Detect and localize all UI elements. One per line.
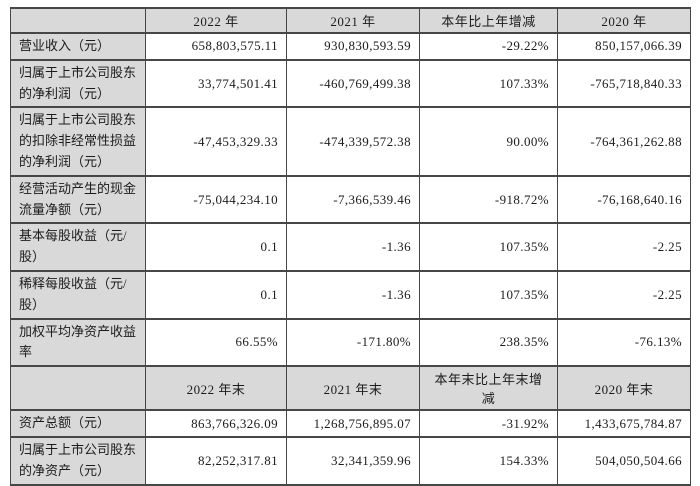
value-2020: -765,718,840.33 — [557, 58, 691, 109]
value-yoy-change: 154.33% — [419, 435, 558, 486]
value-yoy-change: -31.92% — [419, 409, 558, 438]
value-yoy-change: -918.72% — [419, 174, 558, 225]
col-header-2020: 2020 年 — [557, 7, 691, 34]
value-2022: 33,774,501.41 — [145, 58, 287, 109]
table-row-revenue: 营业收入（元） 658,803,575.11 930,830,593.59 -2… — [10, 32, 691, 61]
financial-summary-table: 2022 年 2021 年 本年比上年增减 2020 年 营业收入（元） 658… — [10, 7, 691, 486]
value-2020: 1,433,675,784.87 — [557, 409, 691, 438]
value-2020: -76.13% — [557, 317, 691, 368]
row-label: 归属于上市公司股东的净资产（元） — [10, 435, 146, 486]
value-yoy-change: 90.00% — [419, 106, 558, 177]
value-2022: 0.1 — [145, 269, 287, 320]
row-label: 归属于上市公司股东的净利润（元） — [10, 58, 146, 109]
table-row-total-assets: 资产总额（元） 863,766,326.09 1,268,756,895.07 … — [10, 409, 691, 438]
value-2022: 66.55% — [145, 317, 287, 368]
col-header-2022: 2022 年 — [145, 7, 287, 34]
value-2021: -7,366,539.46 — [286, 174, 420, 225]
value-yoy-change: 107.35% — [419, 269, 558, 320]
value-2022: 863,766,326.09 — [145, 409, 287, 438]
row-label: 稀释每股收益（元/股） — [10, 269, 146, 320]
col-header-yoy-change: 本年比上年增减 — [419, 7, 558, 34]
value-2021: -460,769,499.38 — [286, 58, 420, 109]
value-2021: 1,268,756,895.07 — [286, 409, 420, 438]
row-label: 归属于上市公司股东的扣除非经常性损益的净利润（元） — [10, 106, 146, 177]
value-2021: 32,341,359.96 — [286, 435, 420, 486]
col-header-2021-end: 2021 年末 — [286, 365, 420, 412]
value-2020: 504,050,504.66 — [557, 435, 691, 486]
row-label: 加权平均净资产收益率 — [10, 317, 146, 368]
table-row-net-profit: 归属于上市公司股东的净利润（元） 33,774,501.41 -460,769,… — [10, 58, 691, 109]
value-yoy-change: 238.35% — [419, 317, 558, 368]
table-header-row-annual: 2022 年 2021 年 本年比上年增减 2020 年 — [10, 7, 691, 34]
row-label: 经营活动产生的现金流量净额（元） — [10, 174, 146, 225]
value-yoy-change: -29.22% — [419, 32, 558, 61]
table-row-basic-eps: 基本每股收益（元/股） 0.1 -1.36 107.35% -2.25 — [10, 222, 691, 272]
col-header-2020-end: 2020 年末 — [557, 365, 691, 412]
header-empty-cell — [10, 7, 146, 34]
col-header-2021: 2021 年 — [286, 7, 420, 34]
value-2020: 850,157,066.39 — [557, 32, 691, 61]
value-2021: -171.80% — [286, 317, 420, 368]
table-row-net-assets: 归属于上市公司股东的净资产（元） 82,252,317.81 32,341,35… — [10, 435, 691, 486]
value-2020: -2.25 — [557, 269, 691, 320]
value-2020: -76,168,640.16 — [557, 174, 691, 225]
table-row-operating-cash-flow: 经营活动产生的现金流量净额（元） -75,044,234.10 -7,366,5… — [10, 174, 691, 225]
table-row-weighted-avg-roe: 加权平均净资产收益率 66.55% -171.80% 238.35% -76.1… — [10, 317, 691, 368]
value-2021: -1.36 — [286, 222, 420, 272]
value-2021: -1.36 — [286, 269, 420, 320]
row-label: 营业收入（元） — [10, 32, 146, 61]
value-2022: 658,803,575.11 — [145, 32, 287, 61]
value-2022: 82,252,317.81 — [145, 435, 287, 486]
value-2020: -764,361,262.88 — [557, 106, 691, 177]
value-yoy-change: 107.35% — [419, 222, 558, 272]
table-row-diluted-eps: 稀释每股收益（元/股） 0.1 -1.36 107.35% -2.25 — [10, 269, 691, 320]
header-empty-cell — [10, 365, 146, 412]
table-row-net-profit-excl-nonrecurring: 归属于上市公司股东的扣除非经常性损益的净利润（元） -47,453,329.33… — [10, 106, 691, 177]
value-2021: 930,830,593.59 — [286, 32, 420, 61]
value-yoy-change: 107.33% — [419, 58, 558, 109]
value-2020: -2.25 — [557, 222, 691, 272]
value-2021: -474,339,572.38 — [286, 106, 420, 177]
row-label: 基本每股收益（元/股） — [10, 222, 146, 272]
row-label: 资产总额（元） — [10, 409, 146, 438]
table-header-row-year-end: 2022 年末 2021 年末 本年末比上年末增减 2020 年末 — [10, 365, 691, 412]
value-2022: -47,453,329.33 — [145, 106, 287, 177]
value-2022: -75,044,234.10 — [145, 174, 287, 225]
col-header-2022-end: 2022 年末 — [145, 365, 287, 412]
col-header-year-end-change: 本年末比上年末增减 — [419, 365, 558, 412]
value-2022: 0.1 — [145, 222, 287, 272]
